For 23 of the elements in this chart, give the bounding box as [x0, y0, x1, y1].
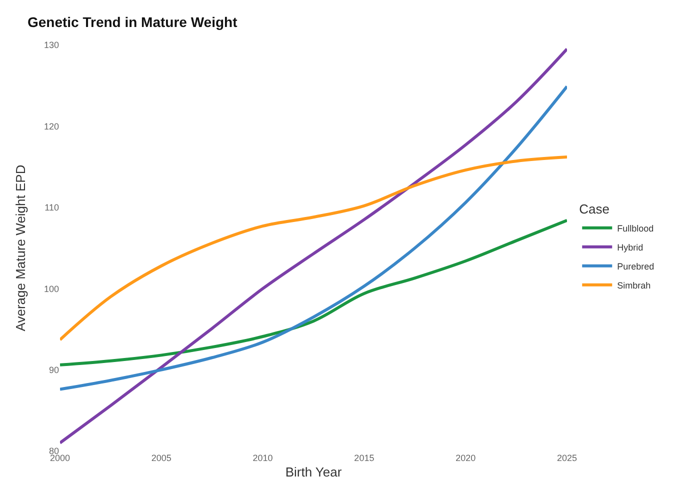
x-tick-label: 2010 [252, 453, 273, 463]
legend-label: Simbrah [617, 280, 651, 290]
legend-label: Purebred [617, 261, 654, 272]
line-series [60, 48, 567, 444]
line-series [60, 156, 567, 342]
x-tick-label: 2025 [556, 453, 578, 463]
x-tick-label: 2000 [50, 453, 70, 463]
y-tick-label: 110 [44, 202, 59, 213]
x-tick-label: 2005 [151, 453, 172, 463]
y-tick-label: 100 [44, 284, 59, 294]
x-axis-title: Birth Year [285, 464, 342, 480]
legend-label: Hybrid [617, 242, 644, 252]
chart-title: Genetic Trend in Mature Weight [27, 14, 238, 30]
legend-title: Case [579, 201, 610, 216]
line-series [60, 218, 567, 366]
legend-label: Fullblood [617, 223, 654, 234]
y-tick-label: 130 [44, 40, 59, 50]
y-axis-title: Average Mature Weight EPD [12, 164, 28, 332]
x-tick-label: 2015 [354, 453, 374, 463]
line-series [60, 84, 567, 391]
y-tick-label: 90 [48, 364, 59, 375]
y-tick-label: 120 [44, 121, 59, 132]
x-tick-label: 2020 [456, 453, 476, 463]
